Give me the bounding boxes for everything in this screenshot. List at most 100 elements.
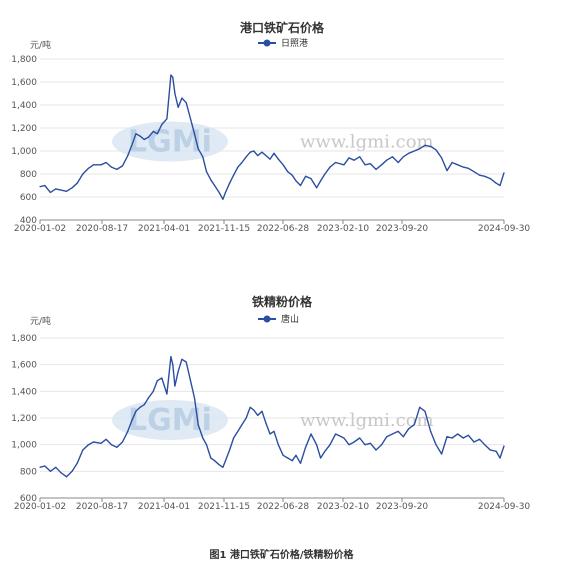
data-point	[479, 174, 481, 176]
data-point	[87, 444, 90, 446]
data-point	[329, 444, 331, 446]
data-point	[135, 410, 137, 412]
data-point	[435, 149, 437, 151]
y-tick-label: 1,800	[11, 334, 37, 344]
data-point	[147, 397, 149, 399]
data-point	[65, 476, 68, 478]
data-point	[282, 454, 284, 456]
data-point	[131, 420, 133, 422]
data-point	[375, 449, 377, 451]
data-point	[49, 191, 52, 193]
data-point	[92, 441, 95, 443]
y-tick-label: 1,600	[11, 361, 37, 371]
data-point	[60, 189, 62, 191]
x-tick-label: 2020-01-02	[14, 224, 66, 234]
data-point	[451, 161, 453, 164]
data-point	[320, 457, 322, 459]
data-point	[353, 441, 355, 443]
y-tick-label: 1,000	[11, 147, 37, 157]
data-point	[335, 433, 337, 435]
y-tick-label: 400	[20, 216, 37, 226]
y-tick-label: 800	[20, 467, 37, 477]
watermark-globe	[112, 400, 228, 440]
data-point	[408, 152, 410, 154]
data-point	[348, 444, 350, 446]
data-point	[299, 462, 302, 464]
data-point	[71, 470, 73, 472]
figure-caption: 图1 港口铁矿石价格/铁精粉价格	[209, 550, 354, 561]
data-point	[364, 444, 366, 446]
data-point	[193, 133, 196, 135]
data-point	[457, 164, 459, 166]
data-point	[419, 406, 421, 408]
data-point	[295, 180, 297, 182]
data-point	[143, 404, 145, 406]
data-point	[87, 167, 90, 169]
data-point	[402, 156, 404, 158]
data-point	[189, 377, 191, 379]
data-point	[224, 191, 227, 193]
y-tick-label: 1,000	[11, 441, 37, 451]
data-point	[253, 409, 255, 411]
data-point	[316, 444, 318, 446]
data-point	[329, 166, 331, 168]
y-tick-label: 800	[20, 170, 37, 180]
data-point	[316, 187, 318, 189]
data-point	[139, 406, 141, 408]
data-point	[174, 92, 176, 95]
data-point	[44, 184, 46, 187]
watermark-logo: LGMi	[128, 403, 212, 438]
data-point	[484, 175, 486, 177]
data-point	[177, 370, 179, 372]
data-point	[473, 441, 475, 443]
data-point	[287, 457, 289, 459]
data-point	[233, 174, 235, 176]
data-point	[419, 148, 421, 150]
data-point	[413, 424, 415, 426]
data-point	[193, 397, 196, 399]
legend-label: 日照港	[281, 37, 308, 49]
data-point	[55, 466, 57, 468]
data-point	[484, 444, 486, 446]
watermark-url: www.lgmi.com	[300, 410, 434, 431]
data-point	[249, 151, 251, 153]
data-point	[499, 184, 501, 187]
data-point	[110, 166, 113, 168]
data-point	[397, 430, 399, 432]
data-point	[222, 466, 224, 468]
data-point	[127, 155, 129, 157]
y-axis-unit: 元/吨	[30, 39, 51, 51]
data-point	[305, 446, 307, 448]
data-point	[305, 175, 307, 177]
data-point	[462, 437, 464, 439]
data-point	[237, 430, 239, 432]
data-point	[214, 460, 216, 462]
data-point	[161, 377, 163, 379]
data-point	[435, 444, 437, 446]
data-point	[495, 182, 497, 184]
data-point	[189, 115, 191, 118]
data-point	[343, 437, 345, 439]
data-point	[391, 433, 393, 435]
data-point	[277, 444, 279, 446]
data-point	[185, 102, 187, 104]
data-point	[49, 470, 52, 472]
data-point	[503, 445, 505, 447]
data-point	[202, 437, 204, 439]
data-point	[473, 171, 475, 173]
y-tick-label: 1,800	[11, 55, 37, 65]
data-point	[229, 182, 231, 184]
y-tick-label: 600	[20, 494, 37, 504]
data-point	[291, 460, 293, 462]
data-point	[152, 130, 154, 132]
data-point	[269, 158, 271, 160]
watermark-logo: LGMi	[128, 125, 212, 160]
data-point	[348, 157, 350, 159]
data-point	[156, 133, 158, 135]
data-point	[166, 118, 168, 120]
data-point	[273, 430, 275, 432]
data-point	[116, 168, 118, 170]
data-point	[139, 135, 141, 137]
data-point	[391, 156, 393, 158]
x-tick-label: 2023-02-10	[317, 502, 370, 512]
